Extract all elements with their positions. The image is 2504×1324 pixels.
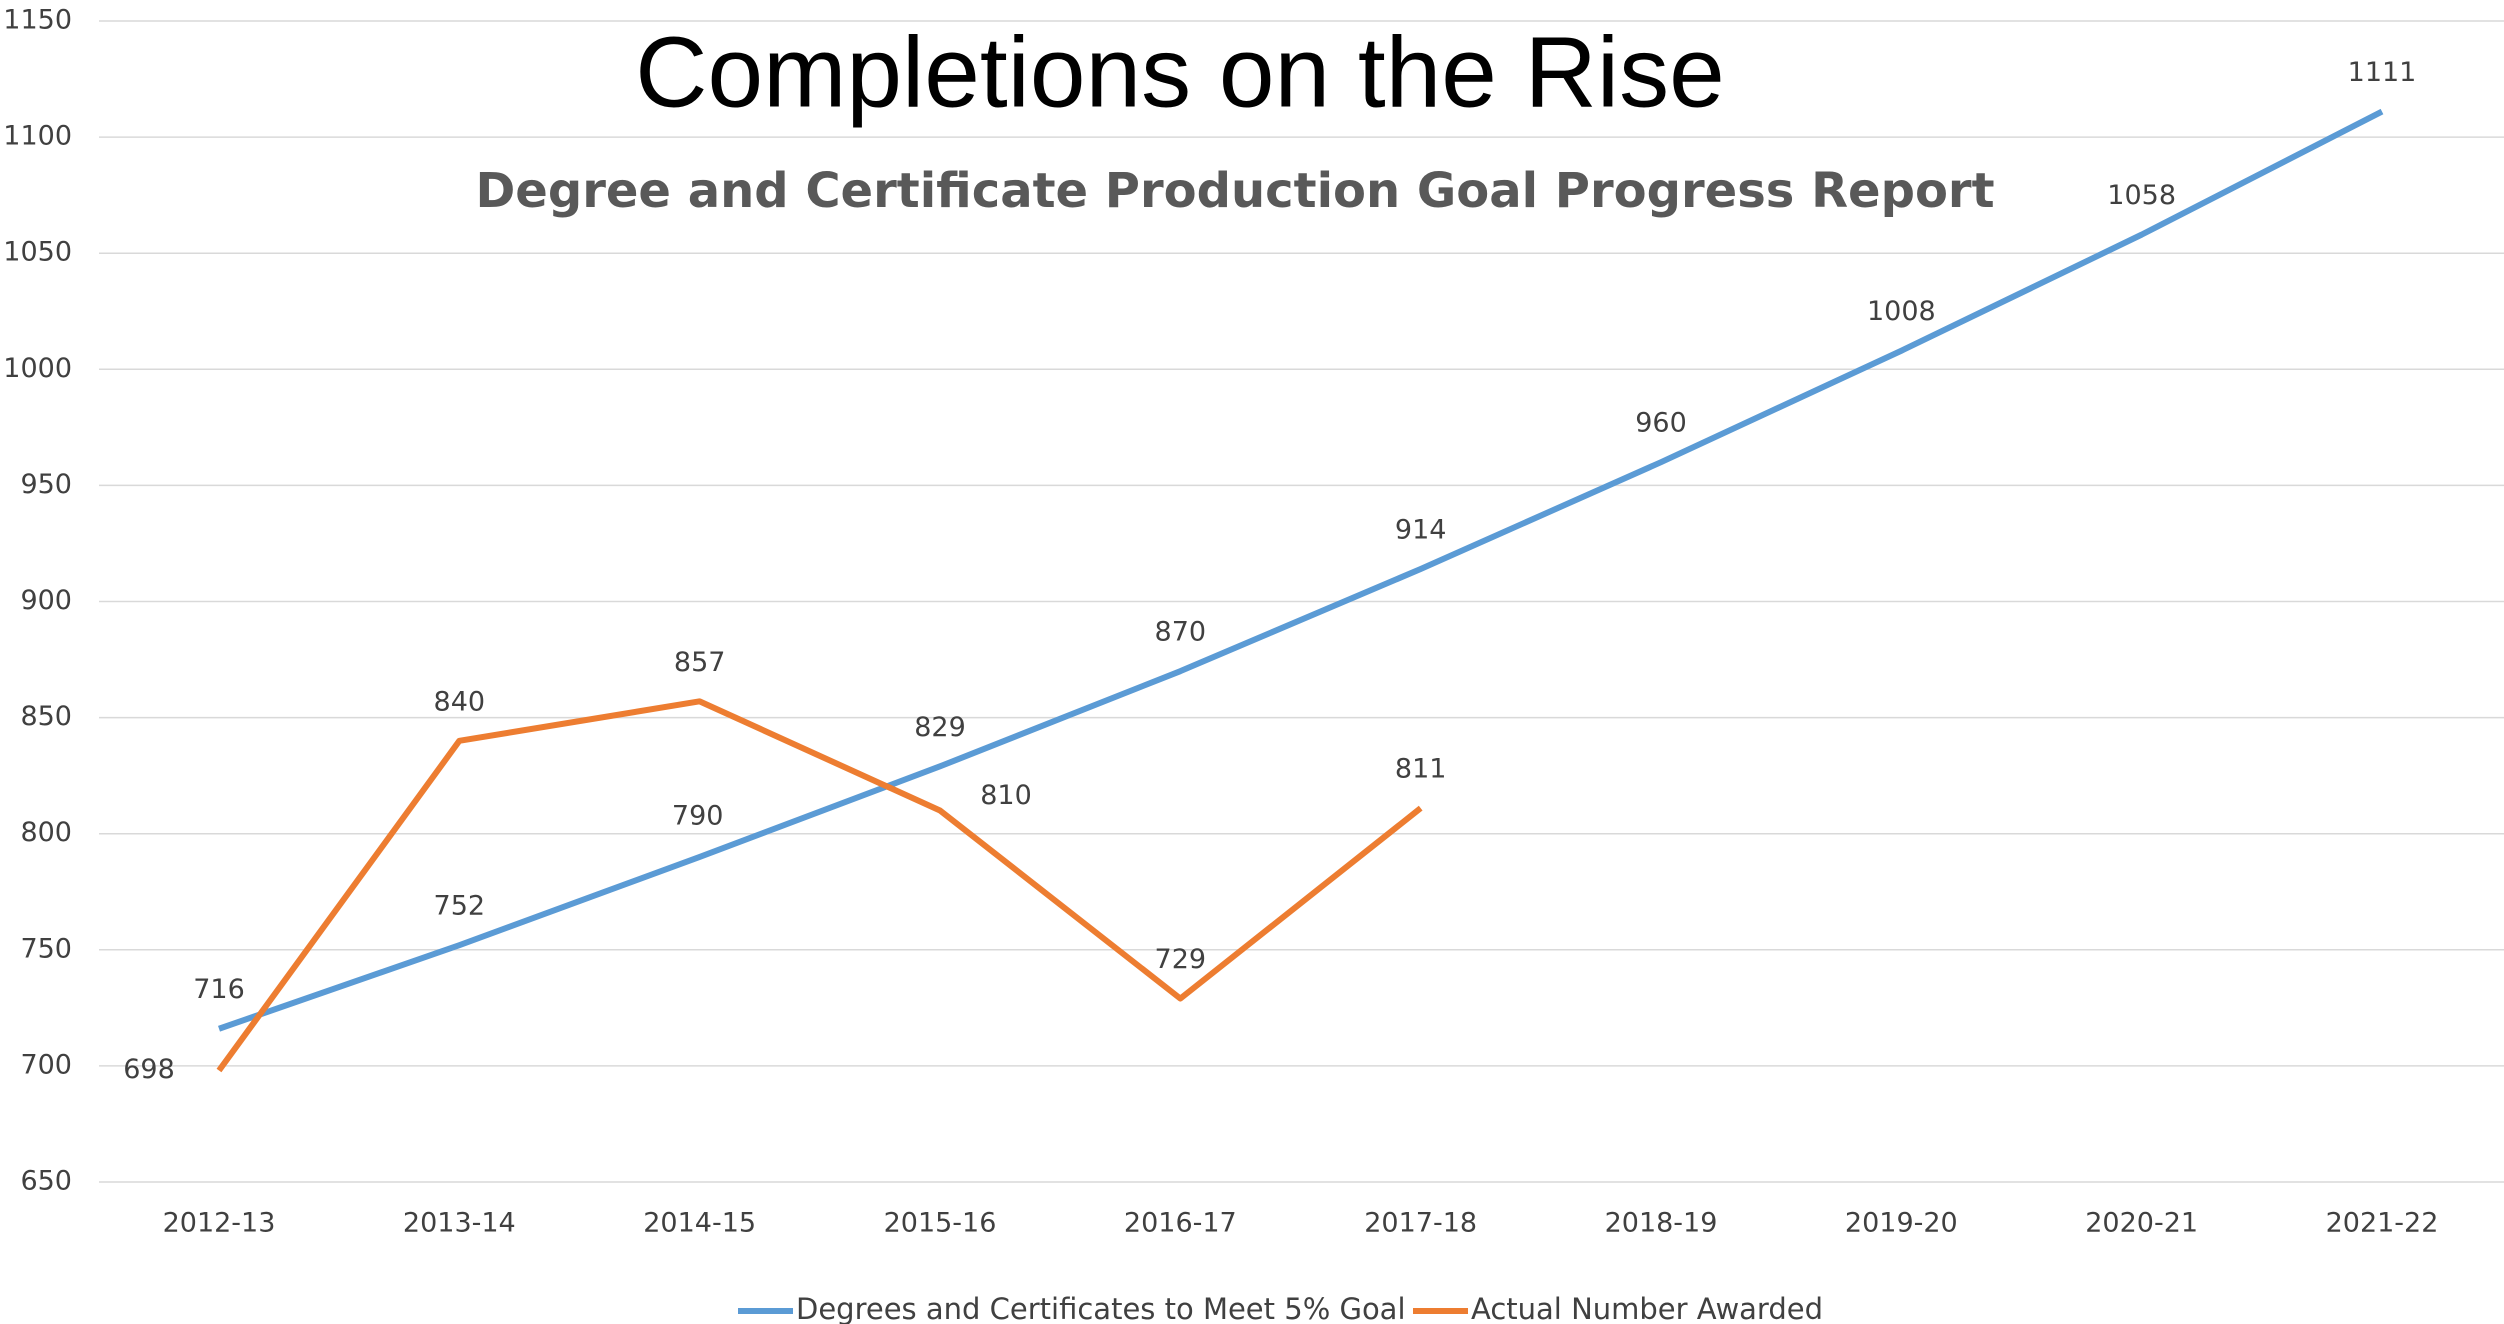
y-tick-label: 850 [20,701,72,732]
data-label: 811 [1395,754,1447,785]
x-tick-label: 2018-19 [1605,1208,1718,1239]
x-tick-label: 2020-21 [2085,1208,2198,1239]
y-tick-label: 800 [20,817,72,848]
x-tick-label: 2013-14 [403,1208,516,1239]
data-label: 857 [674,647,726,678]
x-tick-label: 2014-15 [643,1208,756,1239]
y-tick-label: 650 [20,1166,72,1197]
x-tick-label: 2017-18 [1364,1208,1477,1239]
x-tick-label: 2015-16 [884,1208,997,1239]
data-label: 790 [672,800,724,831]
data-label: 829 [914,712,966,743]
data-label: 1058 [2107,180,2176,211]
chart-title: Completions on the Rise [635,16,1724,128]
data-label: 698 [123,1054,175,1085]
series-line [216,698,1423,1073]
series-line [218,108,2384,1032]
data-label: 914 [1395,514,1447,545]
y-tick-label: 1100 [3,121,72,152]
y-tick-label: 750 [20,933,72,964]
x-tick-label: 2019-20 [1845,1208,1958,1239]
chart-subtitle: Degree and Certificate Production Goal P… [475,163,1994,219]
data-label: 870 [1155,617,1207,648]
legend-label: Degrees and Certificates to Meet 5% Goal [796,1292,1406,1324]
data-label: 729 [1155,944,1207,975]
x-tick-label: 2021-22 [2326,1208,2439,1239]
data-label: 752 [434,891,486,922]
data-label: 810 [980,780,1032,811]
y-tick-label: 950 [20,469,72,500]
data-label: 1111 [2348,57,2417,88]
y-tick-label: 900 [20,585,72,616]
x-tick-label: 2012-13 [163,1208,276,1239]
data-label: 840 [434,686,486,717]
data-label: 1008 [1867,296,1936,327]
y-tick-label: 700 [20,1049,72,1080]
data-label: 716 [193,974,245,1005]
y-tick-label: 1150 [3,5,72,36]
y-tick-label: 1000 [3,353,72,384]
x-tick-label: 2016-17 [1124,1208,1237,1239]
data-label: 960 [1635,408,1687,439]
y-tick-label: 1050 [3,237,72,268]
legend-label: Actual Number Awarded [1471,1292,1823,1324]
